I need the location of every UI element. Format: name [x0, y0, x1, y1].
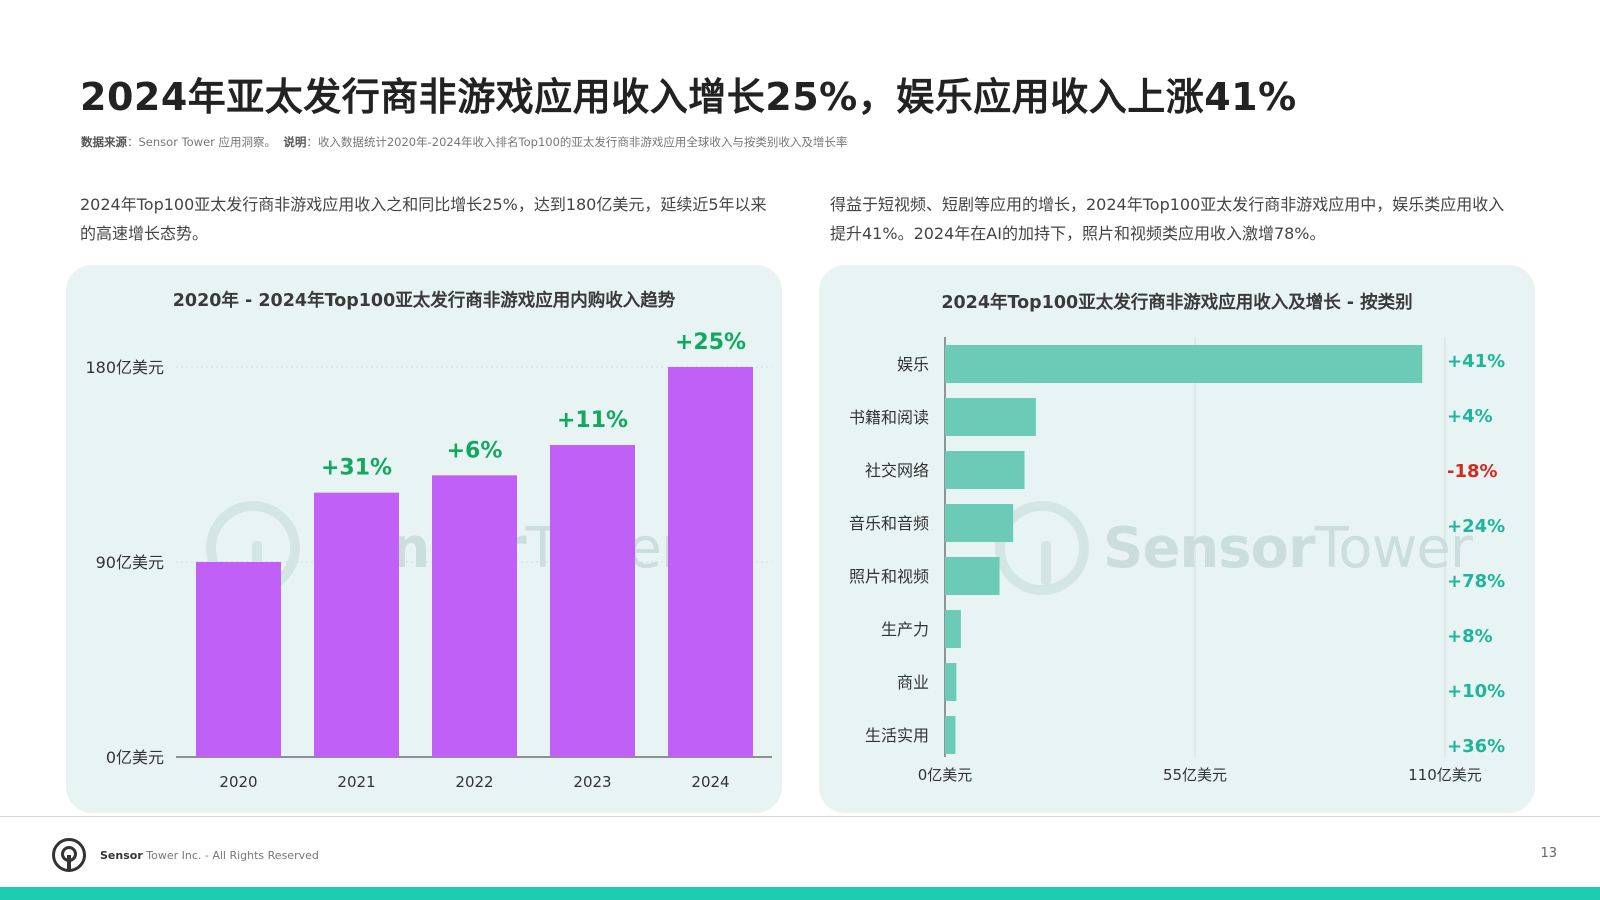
growth-label: +24%	[1447, 516, 1505, 537]
growth-label: +25%	[675, 330, 746, 355]
bar-生活实用	[945, 716, 956, 754]
category-revenue-chart: 0亿美元 55亿美元 110亿美元 娱乐 +41% 书籍和阅读 +4% 社交网络 -18% 音乐和…	[849, 337, 1505, 784]
x-tick-label: 2023	[573, 773, 611, 791]
footer-copyright: Sensor Tower Inc. - All Rights Reserved	[100, 849, 319, 862]
category-label: 照片和视频	[849, 567, 929, 586]
bottom-accent-bar	[0, 887, 1600, 900]
revenue-trend-chart: 0亿美元 90亿美元 180亿美元 2020 2021 +31% 2022 +6% 2023 +1…	[85, 330, 772, 791]
bar-2021	[314, 492, 399, 757]
bar-音乐和音频	[945, 504, 1014, 542]
footer-divider	[0, 816, 1600, 817]
category-label: 生活实用	[865, 726, 929, 745]
category-label: 音乐和音频	[849, 514, 929, 533]
bar-照片和视频	[945, 557, 1000, 595]
category-label: 社交网络	[865, 461, 929, 480]
growth-label: +4%	[1447, 406, 1493, 427]
growth-label: +6%	[447, 438, 503, 463]
page-number: 13	[1540, 846, 1557, 861]
category-label: 书籍和阅读	[849, 408, 929, 427]
left-description: 2024年Top100亚太发行商非游戏应用收入之和同比增长25%，达到180亿美…	[80, 195, 767, 243]
trend-chart-title: 2020年 - 2024年Top100亚太发行商非游戏应用内购收入趋势	[172, 291, 676, 311]
bar-娱乐	[945, 345, 1423, 383]
bar-2022	[432, 475, 517, 757]
source-text: Sensor Tower 应用洞察。	[138, 135, 277, 149]
source-label: 数据来源	[81, 135, 127, 149]
bar-生产力	[945, 610, 961, 648]
x-tick-label: 0亿美元	[918, 766, 973, 784]
category-label: 生产力	[881, 620, 929, 639]
growth-label: +8%	[1447, 626, 1493, 647]
right-description: 得益于短视频、短剧等应用的增长，2024年Top100亚太发行商非游戏应用中，娱…	[830, 195, 1505, 243]
x-tick-label: 110亿美元	[1408, 766, 1482, 784]
category-chart-title: 2024年Top100亚太发行商非游戏应用收入及增长 - 按类别	[941, 293, 1413, 313]
growth-label: +41%	[1447, 351, 1505, 372]
bar-商业	[945, 663, 957, 701]
note-label: 说明	[283, 135, 307, 149]
growth-label: -18%	[1447, 461, 1498, 482]
x-tick-label: 2020	[219, 773, 257, 791]
growth-label: +31%	[321, 456, 392, 481]
category-revenue-panel: SensorTower 2024年Top100亚太发行商非游戏应用收入及增长 -…	[819, 265, 1535, 813]
y-tick-label: 0亿美元	[106, 748, 164, 767]
page-title: 2024年亚太发行商非游戏应用收入增长25%，娱乐应用收入上涨41%	[80, 75, 1297, 119]
category-label: 娱乐	[897, 355, 929, 374]
bar-2024	[668, 367, 753, 757]
sensor-tower-logo-icon	[52, 838, 86, 872]
note-text: 收入数据统计2020年-2024年收入排名Top100的亚太发行商非游戏应用全球…	[317, 135, 848, 149]
growth-label: +10%	[1447, 681, 1505, 702]
bar-书籍和阅读	[945, 398, 1036, 436]
x-tick-label: 2022	[455, 773, 493, 791]
x-tick-label: 2024	[691, 773, 729, 791]
y-tick-label: 180亿美元	[85, 358, 164, 377]
growth-label: +78%	[1447, 571, 1505, 592]
bar-2020	[196, 562, 281, 757]
growth-label: +36%	[1447, 736, 1505, 757]
y-tick-label: 90亿美元	[96, 553, 164, 572]
category-label: 商业	[897, 673, 929, 692]
data-source-line: 数据来源：Sensor Tower 应用洞察。 说明：收入数据统计2020年-2…	[81, 135, 848, 149]
x-tick-label: 2021	[337, 773, 375, 791]
x-tick-label: 55亿美元	[1163, 766, 1227, 784]
bar-2023	[550, 445, 635, 757]
bar-社交网络	[945, 451, 1025, 489]
revenue-trend-panel: SensorTower 2020年 - 2024年Top100亚太发行商非游戏应…	[66, 265, 782, 813]
growth-label: +11%	[557, 408, 628, 433]
